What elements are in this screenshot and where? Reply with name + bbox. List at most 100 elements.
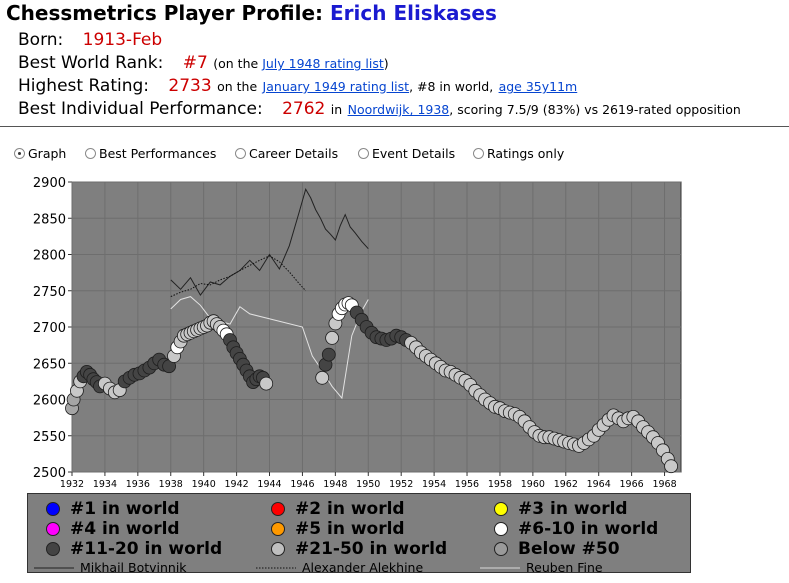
best-performance-post: , scoring 7.5/9 (83%) vs 2619-rated oppo… [449,102,741,117]
header-divider [0,126,789,127]
x-tick-label: 1938 [159,479,183,490]
radio-selected-icon[interactable] [14,148,25,159]
rating-point [664,459,678,474]
best-rank-post: ) [383,56,389,71]
legend-label: #4 in world [70,519,180,539]
best-performance-pre: in [330,102,343,117]
best-performance-label: Best Individual Performance: [18,99,263,119]
rating-point [321,347,336,362]
legend-item-rank-1: #1 in world [46,499,180,519]
radio-unselected-icon[interactable] [358,148,369,159]
born-value: 1913-Feb [82,30,163,50]
light-line-icon [480,567,520,568]
x-tick-label: 1960 [521,479,545,490]
y-tick-label: 2800 [33,249,66,264]
legend-marker [46,502,60,516]
radio-unselected-icon[interactable] [85,148,96,159]
highest-rating-age-link[interactable]: age 35y11m [498,79,578,94]
legend-label: #1 in world [70,499,180,519]
legend-marker [494,542,508,556]
legend-label: #5 in world [295,519,405,539]
legend-item-rank-21-50: #21-50 in world [271,539,447,559]
title-prefix: Chessmetrics Player Profile: [6,1,324,25]
highest-rating-mid: , #8 in world, [409,79,494,94]
best-performance-event-link[interactable]: Noordwijk, 1938 [347,102,450,117]
solid-line-icon [34,567,74,568]
legend-item-below-50: Below #50 [494,539,620,559]
highest-rating-pre: on the [217,79,258,94]
view-option-event-details[interactable]: Event Details [358,146,455,161]
view-option-label: Event Details [372,146,456,161]
y-tick-label: 2500 [33,466,66,481]
legend-marker [46,522,60,536]
x-tick-label: 1934 [93,479,117,490]
legend-label: #6-10 in world [518,519,659,539]
legend-label: Below #50 [518,539,620,559]
legend-item-rank-4: #4 in world [46,519,180,539]
player-name: Erich Eliskases [330,1,497,25]
highest-rating-list-link[interactable]: January 1949 rating list [262,79,410,94]
view-option-label: Ratings only [487,146,565,161]
x-tick-label: 1958 [488,479,512,490]
y-tick-label: 2850 [33,212,66,227]
best-rank-label: Best World Rank: [18,53,164,73]
x-tick-label: 1966 [620,479,644,490]
x-tick-label: 1944 [257,479,281,490]
x-tick-label: 1932 [60,479,84,490]
radio-unselected-icon[interactable] [473,148,484,159]
legend-item-rank-6-10: #6-10 in world [494,519,658,539]
view-option-graph[interactable]: Graph [14,146,66,161]
born-label: Born: [18,30,64,50]
view-option-ratings-only[interactable]: Ratings only [473,146,564,161]
highest-rating-row: Highest Rating: 2733 on the January 1949… [18,76,577,96]
legend-line-fine: Reuben Fine [480,560,603,575]
rating-point [259,376,274,391]
x-tick-label: 1948 [323,479,347,490]
legend-label: #3 in world [518,499,628,519]
legend-item-rank-5: #5 in world [271,519,405,539]
born-row: Born: 1913-Feb [18,30,162,50]
x-tick-label: 1956 [455,479,479,490]
y-tick-label: 2650 [33,357,66,372]
alekhine-line [170,255,307,298]
radio-unselected-icon[interactable] [235,148,246,159]
legend-label: #2 in world [295,499,405,519]
highest-rating-label: Highest Rating: [18,76,149,96]
best-rank-row: Best World Rank: #7 (on the July 1948 rat… [18,53,389,73]
x-tick-label: 1964 [587,479,611,490]
y-tick-label: 2550 [33,430,66,445]
y-tick-label: 2700 [33,321,66,336]
best-performance-value: 2762 [282,99,326,119]
x-tick-label: 1954 [422,479,446,490]
x-tick-label: 1936 [126,479,150,490]
x-tick-label: 1946 [290,479,314,490]
x-tick-label: 1950 [356,479,380,490]
fine-line [170,296,369,400]
chart-legend: #1 in world #2 in world #3 in world #4 i… [27,493,691,575]
view-option-career-details[interactable]: Career Details [235,146,338,161]
dotted-line-icon [256,567,296,568]
page-title: Chessmetrics Player Profile: Erich Elisk… [6,1,497,25]
best-performance-row: Best Individual Performance: 2762 in Noo… [18,99,741,119]
legend-line-alekhine: Alexander Alekhine [256,560,423,575]
legend-line-label: Mikhail Botvinnik [80,560,187,575]
view-option-label: Best Performances [99,146,217,161]
legend-line-label: Reuben Fine [526,560,603,575]
rating-point [325,330,340,345]
view-option-label: Career Details [249,146,339,161]
highest-rating-value: 2733 [168,76,212,96]
legend-item-rank-2: #2 in world [271,499,405,519]
x-tick-label: 1952 [389,479,413,490]
legend-marker [271,522,285,536]
legend-label: #21-50 in world [295,539,448,559]
legend-marker [494,522,508,536]
legend-marker [271,542,285,556]
rating-chart: 2500 2550 2600 2650 2700 2750 2800 2850 2900 193… [33,176,682,490]
view-option-best-performances[interactable]: Best Performances [85,146,216,161]
view-option-label: Graph [28,146,67,161]
y-tick-label: 2900 [33,176,66,191]
best-rank-list-link[interactable]: July 1948 rating list [262,56,384,71]
legend-line-label: Alexander Alekhine [302,560,424,575]
x-tick-label: 1940 [192,479,216,490]
legend-item-rank-3: #3 in world [494,499,628,519]
